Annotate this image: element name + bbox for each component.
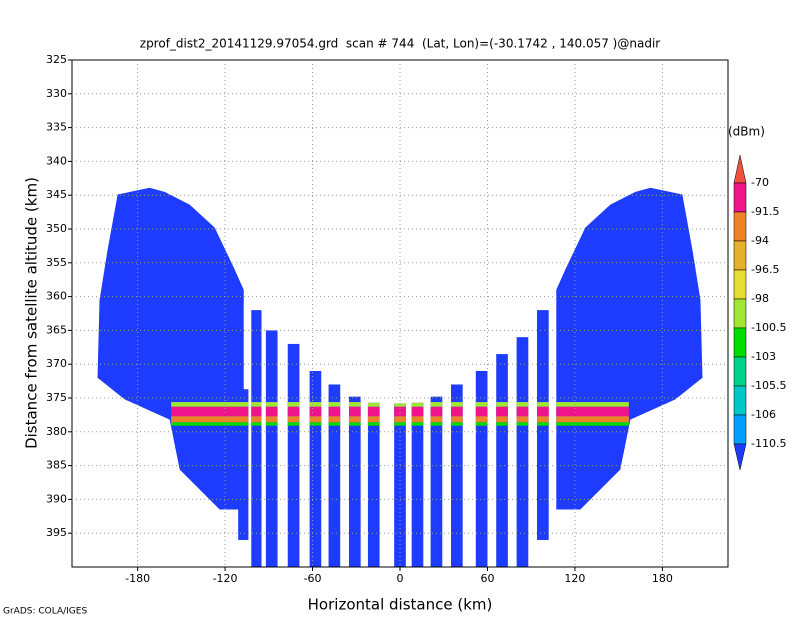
y-tick-label: 355 bbox=[46, 256, 67, 269]
colorbar-label: -96.5 bbox=[751, 263, 779, 276]
echo-column bbox=[328, 384, 341, 567]
footer: GrADS: COLA/IGES bbox=[3, 607, 87, 617]
colorbar-segment bbox=[733, 240, 747, 271]
colorbar-segment bbox=[733, 356, 747, 387]
echo-region bbox=[556, 187, 703, 510]
y-tick-label: 360 bbox=[46, 290, 67, 303]
colorbar-label: -100.5 bbox=[751, 321, 786, 334]
colorbar-label: -91.5 bbox=[751, 205, 779, 218]
x-tick-label: -180 bbox=[125, 572, 150, 585]
colorbar-label: -98 bbox=[751, 292, 769, 305]
colorbar-label: -110.5 bbox=[751, 437, 786, 450]
y-tick-label: 385 bbox=[46, 459, 67, 472]
y-tick-label: 330 bbox=[46, 87, 67, 100]
y-tick-label: 370 bbox=[46, 357, 67, 370]
colorbar-label: -70 bbox=[751, 176, 769, 189]
band-layer bbox=[171, 406, 629, 417]
echo-column bbox=[394, 403, 406, 567]
y-axis-label: Distance from satellite altitude (km) bbox=[23, 177, 41, 449]
echo-column bbox=[411, 402, 424, 567]
echo-column bbox=[496, 354, 508, 567]
colorbar-segment bbox=[733, 327, 747, 358]
echo-column bbox=[348, 396, 361, 567]
echo-column bbox=[367, 402, 380, 567]
y-tick-label: 350 bbox=[46, 222, 67, 235]
colorbar-segment bbox=[733, 414, 747, 445]
x-tick-label: 180 bbox=[652, 572, 673, 585]
y-tick-label: 340 bbox=[46, 154, 67, 167]
colorbar-segment bbox=[733, 182, 747, 213]
colorbar-label: -94 bbox=[751, 234, 769, 247]
echo-column bbox=[309, 370, 322, 567]
colorbar-label: -105.5 bbox=[751, 379, 786, 392]
colorbar-label: -106 bbox=[751, 408, 776, 421]
echo-column bbox=[251, 310, 262, 567]
x-tick-label: -120 bbox=[213, 572, 238, 585]
echo-column bbox=[430, 396, 443, 567]
y-tick-label: 395 bbox=[46, 526, 67, 539]
colorbar-label: -103 bbox=[751, 350, 776, 363]
echo-column bbox=[287, 343, 300, 567]
x-tick-label: 120 bbox=[564, 572, 585, 585]
y-tick-label: 380 bbox=[46, 425, 67, 438]
bright-band bbox=[171, 402, 629, 426]
y-tick-label: 345 bbox=[46, 188, 67, 201]
colorbar-segment bbox=[733, 385, 747, 416]
x-tick-label: -60 bbox=[304, 572, 322, 585]
colorbar-segment bbox=[733, 269, 747, 300]
echo-column bbox=[238, 389, 249, 540]
band-layer bbox=[171, 416, 629, 423]
colorbar-segment bbox=[733, 211, 747, 242]
chart-title: zprof_dist2_20141129.97054.grd scan # 74… bbox=[140, 37, 661, 51]
echo-column bbox=[451, 384, 463, 567]
echo-column bbox=[516, 337, 529, 567]
y-tick-label: 390 bbox=[46, 492, 67, 505]
colorbar-segment bbox=[733, 298, 747, 329]
echo-column bbox=[475, 370, 488, 567]
y-tick-label: 365 bbox=[46, 323, 67, 336]
y-tick-label: 325 bbox=[46, 53, 67, 66]
y-tick-label: 375 bbox=[46, 391, 67, 404]
x-axis-label: Horizontal distance (km) bbox=[308, 596, 493, 614]
colorbar-cap bbox=[733, 443, 747, 471]
echo-column bbox=[265, 330, 278, 567]
x-tick-label: 0 bbox=[397, 572, 404, 585]
x-tick-label: 60 bbox=[480, 572, 494, 585]
y-tick-label: 335 bbox=[46, 121, 67, 134]
echo-region bbox=[97, 187, 244, 510]
colorbar-cap bbox=[733, 154, 747, 184]
colorbar-unit: (dBm) bbox=[728, 125, 765, 139]
